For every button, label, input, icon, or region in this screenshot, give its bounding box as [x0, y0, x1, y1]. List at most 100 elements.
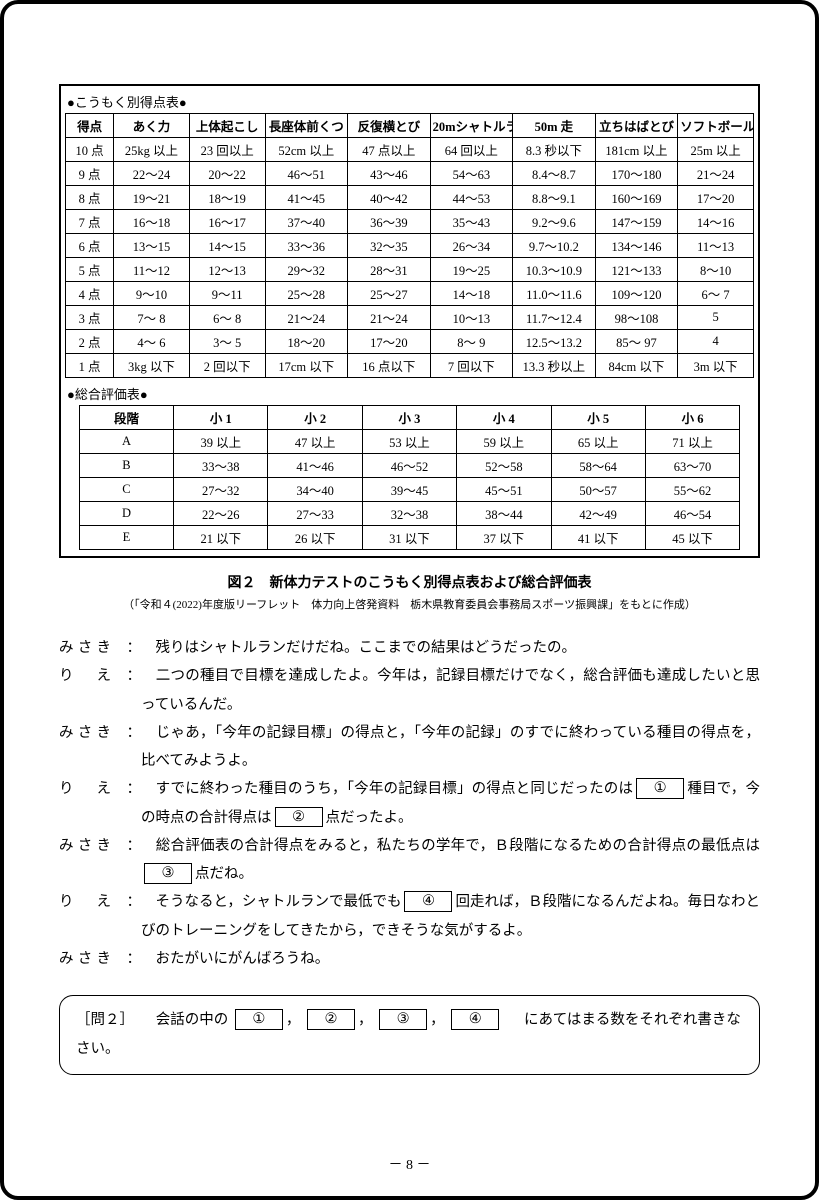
table-row: C27～3234～4039～4545～5150～5755～62 [79, 478, 739, 502]
table-cell: 11.7～12.4 [513, 306, 596, 330]
answer-blank[interactable]: ④ [404, 891, 452, 912]
score-table: 得点あく力上体起こし長座体前くつ反復横とび20mシャトルラン50m 走立ちはばと… [65, 113, 754, 378]
table-cell: 34～40 [268, 478, 362, 502]
dialogue-line: り え： そうなると，シャトルランで最低でも④回走れば，Ｂ段階になるんだよね。毎… [59, 888, 760, 945]
table-cell: 50～57 [551, 478, 645, 502]
question-box: ［問２］ 会話の中の ①， ②， ③， ④ にあてはまる数をそれぞれ書きなさい。 [59, 995, 760, 1075]
dialogue-speaker: り え： [59, 888, 141, 916]
table-cell: 17cm 以下 [265, 354, 348, 378]
table-cell: 11～12 [114, 258, 190, 282]
dialogue-speaker: り え： [59, 662, 141, 690]
table-cell: 37 以下 [457, 526, 551, 550]
table-row: 3 点7～ 86～ 821～2421～2410～1311.7～12.498～10… [66, 306, 754, 330]
table-cell: 42～49 [551, 502, 645, 526]
table-cell: 58～64 [551, 454, 645, 478]
table-cell: 12～13 [189, 258, 265, 282]
table-cell: 14～18 [430, 282, 513, 306]
table-cell: 98～108 [595, 306, 678, 330]
table-cell: 6～ 8 [189, 306, 265, 330]
table-cell: C [79, 478, 173, 502]
table-cell: 31 以下 [362, 526, 456, 550]
answer-blank[interactable]: ① [636, 778, 684, 799]
dialogue-line: みさき： おたがいにがんばろうね。 [59, 945, 760, 973]
table-cell: 55～62 [645, 478, 739, 502]
page-number: － 8 － [4, 1154, 815, 1174]
dialogue-speaker: みさき： [59, 634, 141, 662]
table-cell: 147～159 [595, 210, 678, 234]
table-cell: 85～ 97 [595, 330, 678, 354]
table-header: 小 2 [268, 406, 362, 430]
dialogue-text: じゃあ，「今年の記録目標」の得点と，「今年の記録」のすでに終わっている種目の得点… [141, 719, 760, 776]
table-header: 長座体前くつ [265, 114, 348, 138]
table-cell: 45～51 [457, 478, 551, 502]
table-cell: 19～21 [114, 186, 190, 210]
table-header: 小 6 [645, 406, 739, 430]
table-cell: 17～20 [348, 330, 431, 354]
table-cell: 6 点 [66, 234, 114, 258]
table-cell: 9.2～9.6 [513, 210, 596, 234]
table-header: 小 3 [362, 406, 456, 430]
table-cell: 7 点 [66, 210, 114, 234]
table-cell: 121～133 [595, 258, 678, 282]
table-cell: 4 [678, 330, 754, 354]
table-row: D22～2627～3332～3838～4442～4946～54 [79, 502, 739, 526]
table-cell: 3kg 以下 [114, 354, 190, 378]
table-header: 得点 [66, 114, 114, 138]
table-cell: E [79, 526, 173, 550]
table-row: 8 点19～2118～1941～4540～4244～538.8～9.1160～1… [66, 186, 754, 210]
table-row: 2 点4～ 63～ 518～2017～208～ 912.5～13.285～ 97… [66, 330, 754, 354]
table-cell: 29～32 [265, 258, 348, 282]
blank-1[interactable]: ① [235, 1009, 283, 1030]
table-cell: 6～ 7 [678, 282, 754, 306]
table-row: A39 以上47 以上53 以上59 以上65 以上71 以上 [79, 430, 739, 454]
table-cell: 160～169 [595, 186, 678, 210]
answer-blank[interactable]: ③ [144, 863, 192, 884]
table-row: E21 以下26 以下31 以下37 以下41 以下45 以下 [79, 526, 739, 550]
dialogue-line: り え： すでに終わった種目のうち，「今年の記録目標」の得点と同じだったのは①種… [59, 775, 760, 832]
table-cell: 3～ 5 [189, 330, 265, 354]
table-cell: 4～ 6 [114, 330, 190, 354]
blank-3[interactable]: ③ [379, 1009, 427, 1030]
tables-container: ●こうもく別得点表● 得点あく力上体起こし長座体前くつ反復横とび20mシャトルラ… [59, 84, 760, 558]
table-cell: 11.0～11.6 [513, 282, 596, 306]
table-cell: 16～18 [114, 210, 190, 234]
table-cell: 21～24 [348, 306, 431, 330]
table-cell: 25～28 [265, 282, 348, 306]
table-cell: 36～39 [348, 210, 431, 234]
table-cell: 8.4～8.7 [513, 162, 596, 186]
table-cell: 59 以上 [457, 430, 551, 454]
table-cell: 170～180 [595, 162, 678, 186]
table-cell: 21 以下 [174, 526, 268, 550]
table-cell: 9～11 [189, 282, 265, 306]
dialogue-line: みさき： じゃあ，「今年の記録目標」の得点と，「今年の記録」のすでに終わっている… [59, 719, 760, 776]
blank-2[interactable]: ② [307, 1009, 355, 1030]
table-header: 反復横とび [348, 114, 431, 138]
table-cell: 25m 以上 [678, 138, 754, 162]
table-cell: 7 回以下 [430, 354, 513, 378]
table-cell: 33～36 [265, 234, 348, 258]
table-cell: 63～70 [645, 454, 739, 478]
table-row: 1 点3kg 以下2 回以下17cm 以下16 点以下7 回以下13.3 秒以上… [66, 354, 754, 378]
table-cell: 20～22 [189, 162, 265, 186]
table-cell: 32～35 [348, 234, 431, 258]
table-cell: 71 以上 [645, 430, 739, 454]
table-cell: 52cm 以上 [265, 138, 348, 162]
table-cell: 41～45 [265, 186, 348, 210]
blank-4[interactable]: ④ [451, 1009, 499, 1030]
table-cell: 26～34 [430, 234, 513, 258]
table-cell: 45 以下 [645, 526, 739, 550]
table-cell: 18～20 [265, 330, 348, 354]
table-header: ソフトボール投げ [678, 114, 754, 138]
table-header: 20mシャトルラン [430, 114, 513, 138]
table-cell: 3m 以下 [678, 354, 754, 378]
table-cell: B [79, 454, 173, 478]
answer-blank[interactable]: ② [275, 807, 323, 828]
dialogue-speaker: みさき： [59, 719, 141, 747]
table-cell: 38～44 [457, 502, 551, 526]
table-cell: 44～53 [430, 186, 513, 210]
question-label: ［問２］ [76, 1012, 134, 1028]
table-cell: 21～24 [265, 306, 348, 330]
table-cell: 8～10 [678, 258, 754, 282]
dialogue-text: おたがいにがんばろうね。 [141, 945, 760, 973]
table-cell: 35～43 [430, 210, 513, 234]
